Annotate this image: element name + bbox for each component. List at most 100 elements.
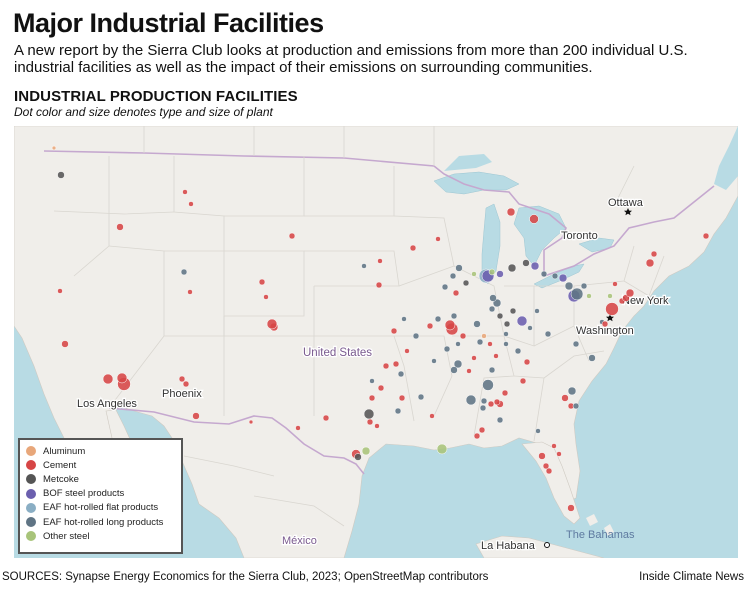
facility-dot[interactable]: [570, 287, 584, 301]
facility-dot[interactable]: [551, 272, 559, 280]
facility-dot[interactable]: [361, 446, 371, 456]
facility-dot[interactable]: [480, 397, 488, 405]
facility-dot[interactable]: [466, 368, 472, 374]
facility-dot[interactable]: [586, 293, 592, 299]
facility-dot[interactable]: [426, 322, 434, 330]
facility-dot[interactable]: [452, 289, 460, 297]
facility-dot[interactable]: [453, 359, 463, 369]
facility-dot[interactable]: [558, 273, 568, 283]
facility-dot[interactable]: [449, 272, 457, 280]
facility-dot[interactable]: [401, 316, 407, 322]
facility-dot[interactable]: [493, 353, 499, 359]
facility-dot[interactable]: [354, 453, 362, 461]
facility-dot[interactable]: [545, 467, 553, 475]
facility-dot[interactable]: [488, 268, 496, 276]
facility-dot[interactable]: [266, 318, 278, 330]
facility-dot[interactable]: [182, 380, 190, 388]
facility-dot[interactable]: [496, 416, 504, 424]
facility-dot[interactable]: [607, 293, 613, 299]
facility-dot[interactable]: [601, 320, 609, 328]
facility-dot[interactable]: [116, 223, 124, 231]
facility-dot[interactable]: [489, 294, 497, 302]
facility-dot[interactable]: [496, 312, 504, 320]
facility-dot[interactable]: [455, 341, 461, 347]
facility-dot[interactable]: [540, 270, 548, 278]
facility-dot[interactable]: [429, 413, 435, 419]
facility-dot[interactable]: [530, 261, 540, 271]
facility-dot[interactable]: [645, 258, 655, 268]
facility-dot[interactable]: [434, 315, 442, 323]
facility-dot[interactable]: [443, 345, 451, 353]
facility-dot[interactable]: [374, 423, 380, 429]
facility-dot[interactable]: [57, 171, 65, 179]
facility-dot[interactable]: [455, 264, 463, 272]
facility-dot[interactable]: [363, 408, 375, 420]
facility-dot[interactable]: [572, 340, 580, 348]
facility-dot[interactable]: [417, 393, 425, 401]
facility-dot[interactable]: [382, 362, 390, 370]
facility-dot[interactable]: [375, 281, 383, 289]
facility-dot[interactable]: [487, 400, 495, 408]
facility-dot[interactable]: [459, 332, 467, 340]
facility-dot[interactable]: [481, 333, 487, 339]
facility-dot[interactable]: [392, 360, 400, 368]
facility-dot[interactable]: [471, 355, 477, 361]
facility-dot[interactable]: [482, 379, 494, 391]
facility-dot[interactable]: [551, 443, 557, 449]
facility-dot[interactable]: [322, 414, 330, 422]
facility-dot[interactable]: [180, 268, 188, 276]
facility-dot[interactable]: [702, 232, 710, 240]
facility-dot[interactable]: [390, 327, 398, 335]
facility-dot[interactable]: [556, 451, 562, 457]
facility-dot[interactable]: [102, 373, 114, 385]
facility-dot[interactable]: [527, 325, 533, 331]
facility-dot[interactable]: [496, 270, 504, 278]
facility-dot[interactable]: [192, 412, 200, 420]
facility-dot[interactable]: [182, 189, 188, 195]
facility-dot[interactable]: [588, 354, 596, 362]
facility-dot[interactable]: [366, 418, 374, 426]
facility-dot[interactable]: [479, 404, 487, 412]
facility-dot[interactable]: [450, 366, 458, 374]
facility-dot[interactable]: [612, 281, 618, 287]
facility-dot[interactable]: [476, 338, 484, 346]
facility-dot[interactable]: [567, 504, 575, 512]
facility-dot[interactable]: [488, 366, 496, 374]
facility-dot[interactable]: [473, 432, 481, 440]
facility-dot[interactable]: [435, 236, 441, 242]
facility-dot[interactable]: [561, 394, 569, 402]
facility-dot[interactable]: [650, 250, 658, 258]
facility-dot[interactable]: [409, 244, 417, 252]
facility-dot[interactable]: [507, 263, 517, 273]
facility-dot[interactable]: [529, 214, 539, 224]
facilities-map[interactable]: Ottawa Toronto New York Washington Unite…: [14, 126, 738, 558]
facility-dot[interactable]: [295, 425, 301, 431]
facility-dot[interactable]: [263, 294, 269, 300]
facility-dot[interactable]: [503, 331, 509, 337]
facility-dot[interactable]: [397, 370, 405, 378]
facility-dot[interactable]: [61, 340, 69, 348]
facility-dot[interactable]: [542, 462, 550, 470]
facility-dot[interactable]: [580, 282, 588, 290]
facility-dot[interactable]: [493, 398, 501, 406]
facility-dot[interactable]: [116, 372, 128, 384]
facility-dot[interactable]: [178, 375, 186, 383]
facility-dot[interactable]: [444, 319, 456, 331]
facility-dot[interactable]: [377, 258, 383, 264]
facility-dot[interactable]: [51, 145, 57, 151]
facility-dot[interactable]: [478, 426, 486, 434]
facility-dots[interactable]: [51, 145, 710, 512]
facility-dot[interactable]: [412, 332, 420, 340]
facility-dot[interactable]: [462, 279, 470, 287]
facility-dot[interactable]: [258, 278, 266, 286]
facility-dot[interactable]: [248, 419, 254, 425]
facility-dot[interactable]: [465, 394, 477, 406]
facility-dot[interactable]: [516, 315, 528, 327]
facility-dot[interactable]: [509, 307, 517, 315]
facility-dot[interactable]: [519, 377, 527, 385]
facility-dot[interactable]: [501, 389, 509, 397]
facility-dot[interactable]: [473, 320, 481, 328]
facility-dot[interactable]: [361, 263, 367, 269]
facility-dot[interactable]: [369, 378, 375, 384]
facility-dot[interactable]: [487, 341, 493, 347]
